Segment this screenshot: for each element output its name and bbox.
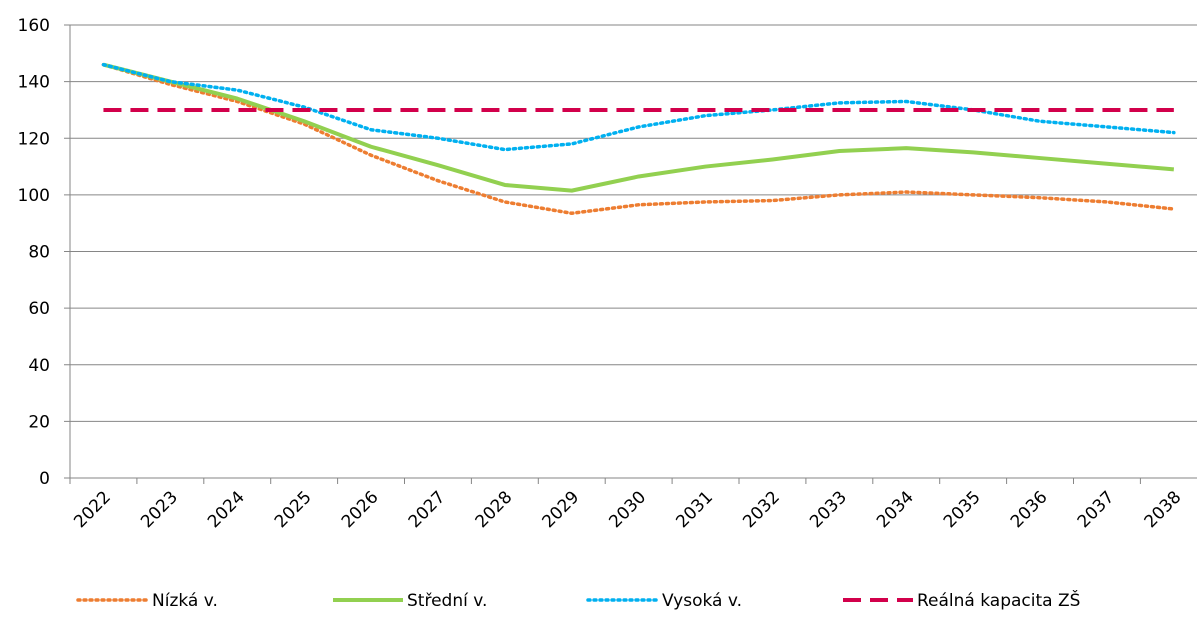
x-tick-label: 2031 xyxy=(672,487,717,532)
y-tick-label: 140 xyxy=(18,73,50,93)
x-tick-label: 2025 xyxy=(271,487,316,532)
y-tick-label: 120 xyxy=(18,129,50,149)
x-tick-label: 2029 xyxy=(539,487,584,532)
legend-label: Střední v. xyxy=(407,591,487,611)
x-tick-label: 2037 xyxy=(1074,487,1119,532)
x-tick-label: 2023 xyxy=(137,487,182,532)
line-series xyxy=(101,62,1176,216)
x-tick-label: 2038 xyxy=(1141,487,1186,532)
y-tick-label: 0 xyxy=(39,469,50,489)
legend-label: Vysoká v. xyxy=(662,591,742,611)
y-tick-label: 60 xyxy=(28,299,50,319)
x-tick-label: 2030 xyxy=(605,487,650,532)
y-tick-label: 80 xyxy=(28,243,50,263)
x-tick-label: 2034 xyxy=(873,487,918,532)
x-tick-label: 2026 xyxy=(338,487,383,532)
line-series xyxy=(102,62,1175,193)
x-tick-label: 2035 xyxy=(940,487,985,532)
line-series xyxy=(101,62,1176,152)
y-tick-label: 20 xyxy=(28,412,50,432)
x-tick-label: 2028 xyxy=(472,487,517,532)
legend-label: Nízká v. xyxy=(152,591,218,611)
x-tick-label: 2027 xyxy=(405,487,450,532)
y-tick-label: 100 xyxy=(18,186,50,206)
x-tick-label: 2024 xyxy=(204,487,249,532)
legend-label: Reálná kapacita ZŠ xyxy=(917,589,1080,611)
x-tick-label: 2033 xyxy=(806,487,851,532)
y-tick-label: 160 xyxy=(18,16,50,36)
x-tick-label: 2032 xyxy=(739,487,784,532)
y-tick-label: 40 xyxy=(28,356,50,376)
x-tick-label: 2036 xyxy=(1007,487,1052,532)
x-tick-label: 2022 xyxy=(70,487,115,532)
